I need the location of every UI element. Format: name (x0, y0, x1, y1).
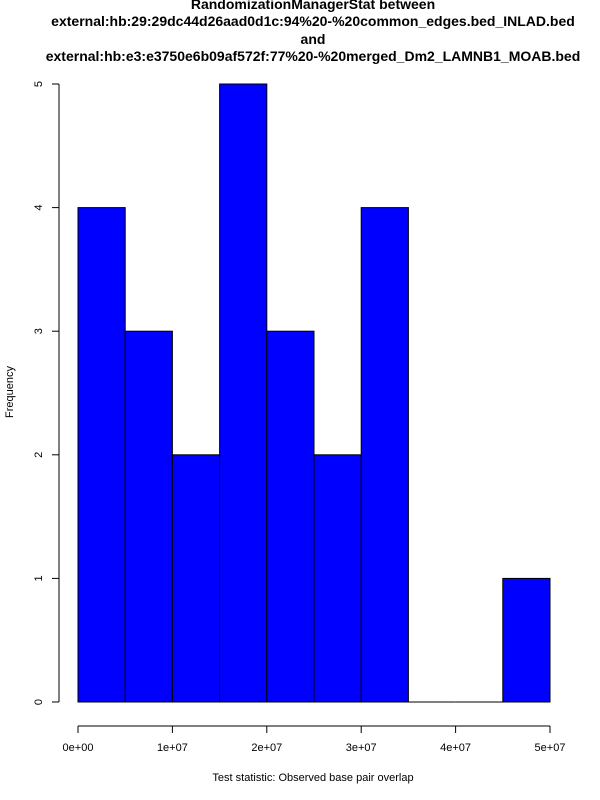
histogram-bar (219, 83, 268, 703)
x-tick-label: 2e+07 (251, 742, 282, 754)
title-line-1: RandomizationManagerStat between (191, 0, 435, 12)
histogram-bar (502, 577, 551, 703)
histogram-bar (360, 207, 409, 703)
y-tick-label: 2 (33, 452, 45, 458)
title-line-3: and (301, 31, 326, 47)
y-tick-label: 3 (33, 328, 45, 334)
y-axis-label: Frequency (4, 366, 16, 418)
y-tick-label: 4 (33, 205, 45, 211)
x-tick-label: 3e+07 (346, 742, 377, 754)
title-line-2: external:hb:29:29dc44d26aad0d1c:94%20-%2… (51, 13, 575, 29)
histogram-bars (77, 83, 551, 703)
histogram-bar (77, 207, 126, 703)
histogram-bar (313, 454, 362, 703)
title-line-4: external:hb:e3:e3750e6b09af572f:77%20-%2… (46, 48, 581, 64)
x-tick-label: 4e+07 (440, 742, 471, 754)
y-axis: 0 1 2 3 4 5 (33, 81, 60, 705)
x-tick-label: 1e+07 (157, 742, 188, 754)
x-axis: 0e+00 1e+07 2e+07 3e+07 4e+07 5e+07 (63, 725, 566, 754)
histogram-bar (171, 454, 221, 703)
y-tick-label: 1 (33, 575, 45, 581)
y-tick-label: 5 (33, 81, 45, 87)
y-tick-label: 0 (33, 699, 45, 705)
x-tick-label: 5e+07 (535, 742, 566, 754)
histogram-bar (124, 330, 173, 703)
histogram-bar (266, 330, 315, 703)
x-tick-label: 0e+00 (63, 742, 94, 754)
x-axis-label: Test statistic: Observed base pair overl… (212, 772, 413, 784)
chart-title: RandomizationManagerStat between externa… (46, 0, 581, 64)
